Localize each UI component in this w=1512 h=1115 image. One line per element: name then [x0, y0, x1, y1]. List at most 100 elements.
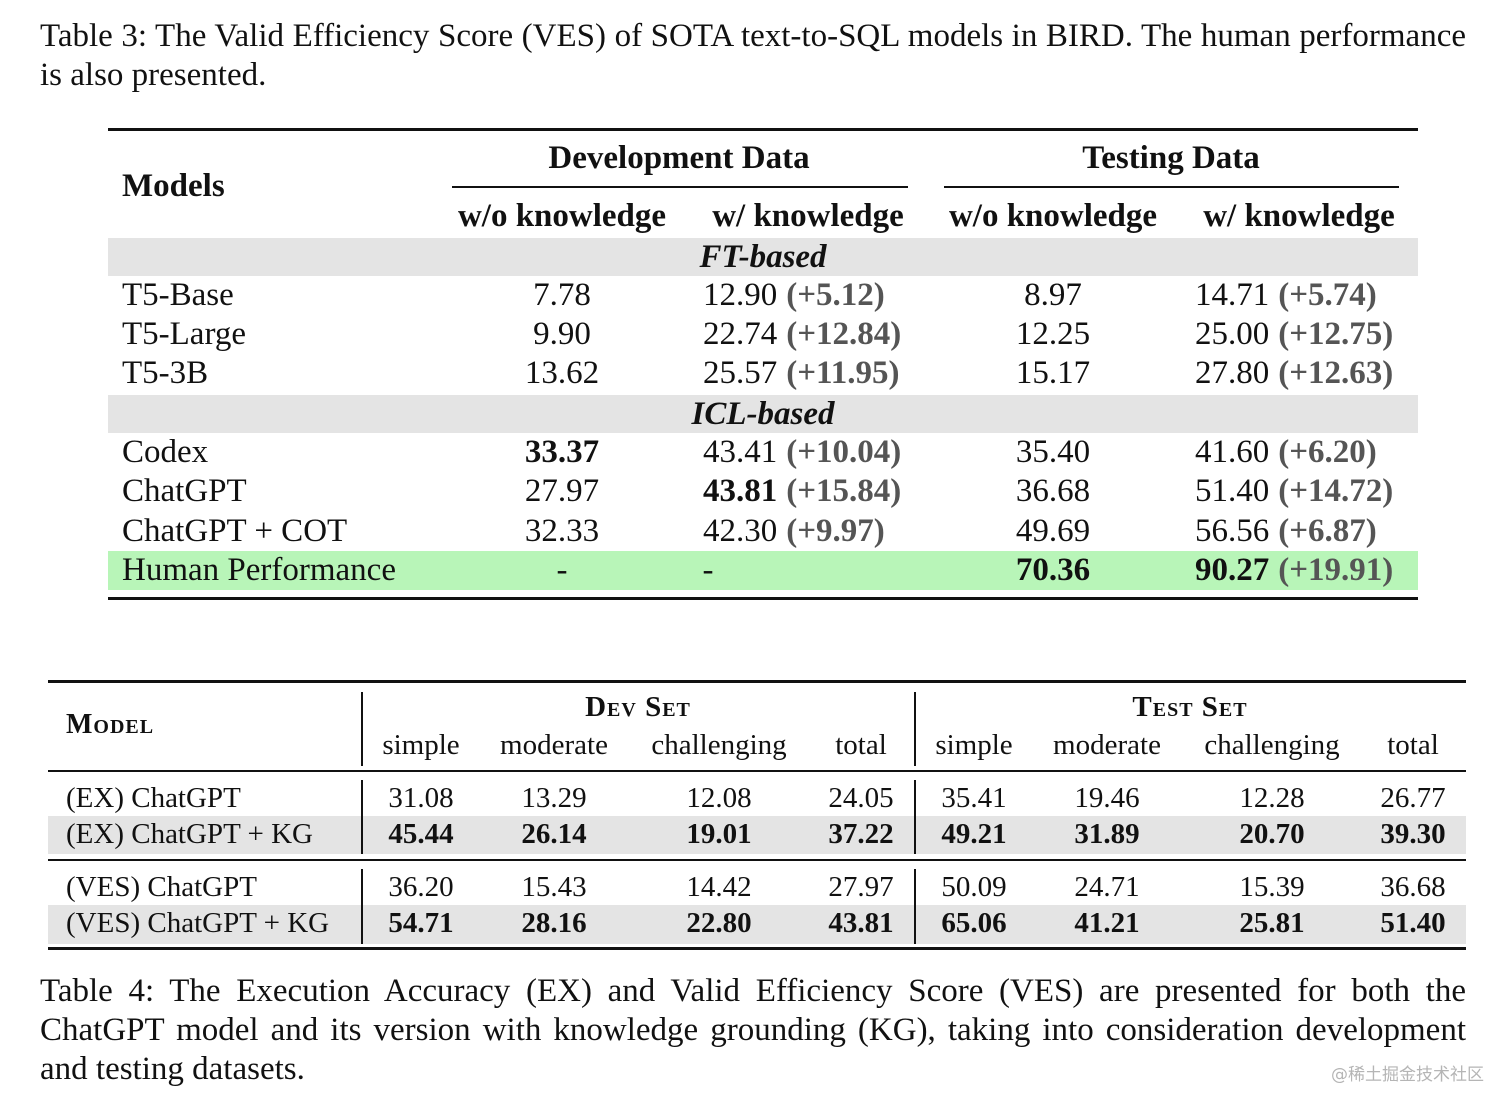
table4-header-rule: [48, 770, 1466, 772]
table4-caption: Table 4: The Execution Accuracy (EX) and…: [40, 973, 1466, 1087]
table4-bottom-rule: [48, 947, 1466, 950]
cell-value: 12.28: [1239, 782, 1305, 814]
dev-w-value: 43.81 (+15.84): [703, 472, 901, 511]
test-w-value-number: 90.27: [1195, 552, 1270, 588]
dev-wo-header: w/o knowledge: [457, 198, 667, 234]
test-w-value: 41.60 (+6.20): [1195, 433, 1377, 472]
table3-caption: Table 3: The Valid Efficiency Score (VES…: [40, 18, 1466, 93]
model-name: ChatGPT: [122, 473, 247, 509]
vline-model: [361, 780, 363, 854]
cell-value: 36.20: [388, 871, 454, 903]
cell-value: 19.46: [1074, 782, 1140, 814]
model-name: Codex: [122, 434, 209, 470]
cell-value: 36.68: [1380, 871, 1446, 903]
test-w-value-number: 56.56: [1195, 513, 1270, 549]
test-w-value-number: 25.00: [1195, 316, 1270, 352]
test-w-value: 51.40 (+14.72): [1195, 472, 1393, 511]
model-name: (EX) ChatGPT: [66, 782, 241, 814]
test-wo-value: 36.68: [1015, 473, 1091, 509]
cell-value: 31.89: [1074, 818, 1140, 850]
dev-w-value: -: [702, 552, 714, 588]
test-w-value: 56.56 (+6.87): [1195, 512, 1377, 551]
delta-value: (+6.20): [1278, 434, 1377, 470]
dev-wo-value: -: [556, 552, 568, 588]
table3-top-rule: [108, 128, 1418, 131]
dev-wo-value: 13.62: [524, 355, 600, 391]
vline-model: [361, 692, 363, 766]
dev-wo-value: 33.37: [524, 434, 600, 470]
section-band: [108, 395, 1418, 433]
cell-value: 49.21: [941, 818, 1007, 850]
dev-wo-value: 9.90: [533, 316, 591, 352]
cell-value: 24.71: [1074, 871, 1140, 903]
delta-value: (+6.87): [1278, 513, 1377, 549]
cell-value: 22.80: [686, 907, 752, 939]
test-w-value-number: 14.71: [1195, 277, 1270, 313]
dev-w-value-number: 43.81: [703, 473, 778, 509]
column-header-simple: simple: [382, 729, 460, 761]
table-row: T5-3B 13.62 15.17 25.57 (+11.95) 27.80 (+12.63…: [108, 354, 1418, 393]
table-row: T5-Large 9.90 12.25 22.74 (+12.84) 25.00 (+12.…: [108, 315, 1418, 354]
delta-value: (+15.84): [786, 473, 902, 509]
dev-cmidrule: [452, 186, 908, 188]
cell-value: 43.81: [828, 907, 894, 939]
model-name: Human Performance: [122, 552, 396, 588]
model-name: (EX) ChatGPT + KG: [66, 818, 313, 850]
dev-w-value-number: 12.90: [703, 277, 778, 313]
table-row: ChatGPT 27.97 36.68 43.81 (+15.84) 51.40 (+14.…: [108, 472, 1418, 511]
section-ft-based: FT-based: [699, 239, 827, 275]
model-name: T5-3B: [122, 355, 209, 391]
dev-data-header: Development Data: [548, 140, 810, 176]
column-header-total: total: [1387, 729, 1439, 761]
dev-wo-value: 7.78: [533, 277, 591, 313]
dev-w-value-number: 42.30: [703, 513, 778, 549]
cell-value: 24.05: [828, 782, 894, 814]
delta-value: (+9.97): [786, 513, 885, 549]
dev-w-value: 25.57 (+11.95): [703, 354, 899, 393]
table-row: (EX) ChatGPT 31.08 13.29 12.08 24.05 35.41 19.…: [48, 780, 1466, 816]
cell-value: 28.16: [521, 907, 587, 939]
test-wo-value: 49.69: [1015, 513, 1091, 549]
cell-value: 26.14: [521, 818, 587, 850]
delta-value: (+5.74): [1278, 277, 1377, 313]
cell-value: 65.06: [941, 907, 1007, 939]
dev-w-value: 22.74 (+12.84): [703, 315, 901, 354]
table-row: Human Performance - 70.36 - 90.27 (+19.91): [108, 551, 1418, 590]
cell-value: 51.40: [1380, 907, 1446, 939]
column-header-moderate: moderate: [1053, 729, 1161, 761]
test-w-header: w/ knowledge: [1203, 198, 1395, 234]
test-w-value: 25.00 (+12.75): [1195, 315, 1393, 354]
cell-value: 27.97: [828, 871, 894, 903]
test-w-value-number: 41.60: [1195, 434, 1270, 470]
dev-w-value-number: 25.57: [703, 355, 778, 391]
model-header: Model: [66, 709, 155, 740]
model-name: (VES) ChatGPT: [66, 871, 257, 903]
test-w-value-number: 27.80: [1195, 355, 1270, 391]
cell-value: 37.22: [828, 818, 894, 850]
cell-value: 39.30: [1380, 818, 1446, 850]
delta-value: (+12.75): [1278, 316, 1394, 352]
table4: Model Dev Set Test Set simple moderate cha…: [48, 680, 1466, 950]
table-row: Codex 33.37 35.40 43.41 (+10.04) 41.60 (+6.20): [108, 433, 1418, 472]
section-band: [108, 238, 1418, 276]
dev-w-header: w/ knowledge: [712, 198, 904, 234]
table3: Models Development Data Testing Data w/o…: [108, 128, 1418, 601]
vline-model: [361, 869, 363, 944]
table-row: (VES) ChatGPT 36.20 15.43 14.42 27.97 50.09 24…: [48, 869, 1466, 905]
model-name: ChatGPT + COT: [122, 513, 348, 549]
cell-value: 20.70: [1239, 818, 1305, 850]
dev-wo-value: 27.97: [524, 473, 600, 509]
delta-value: (+19.91): [1278, 552, 1394, 588]
test-w-value: 90.27 (+19.91): [1195, 551, 1393, 590]
cell-value: 54.71: [388, 907, 454, 939]
column-header-challenging: challenging: [1204, 729, 1340, 761]
delta-value: (+12.84): [786, 316, 902, 352]
cell-value: 45.44: [388, 818, 454, 850]
test-w-value: 14.71 (+5.74): [1195, 276, 1377, 315]
dev-w-value: 43.41 (+10.04): [703, 433, 901, 472]
test-wo-value: 15.17: [1015, 355, 1091, 391]
vline-dev-test: [914, 869, 916, 944]
human-row-highlight: [108, 551, 1418, 590]
test-wo-value: 12.25: [1015, 316, 1091, 352]
table4-mid-rule: [48, 859, 1466, 861]
